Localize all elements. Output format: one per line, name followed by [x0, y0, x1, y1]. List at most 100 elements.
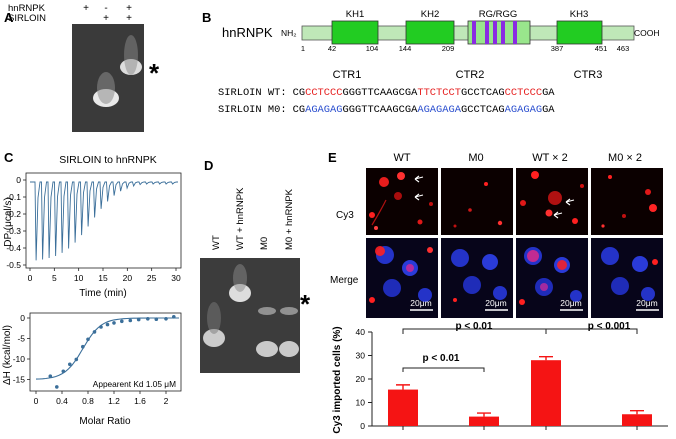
bar-chart-ytick-label: 30	[356, 351, 366, 361]
bar-1	[469, 416, 499, 426]
row-hnrnpk-label: hnRNPK	[8, 3, 46, 14]
isotherm-ytick-label: -15	[13, 375, 26, 385]
micrograph-merge-wt-x2	[516, 238, 588, 318]
pos-42: 42	[328, 44, 336, 53]
domain-label-kh3: KH3	[570, 9, 588, 20]
domain-rg-rgg	[467, 20, 531, 45]
rgg-motif-2	[485, 21, 489, 44]
thermogram-ytick-label: -0.3	[6, 226, 21, 236]
seq-wt-ctr1: CCTCCC	[305, 87, 342, 99]
gel-a-smear	[97, 72, 115, 104]
row-label-merge: Merge	[330, 275, 359, 286]
isotherm-point	[74, 357, 79, 362]
domain-kh2	[405, 20, 455, 45]
gel-d-asterisk: *	[300, 289, 311, 319]
isotherm-x-ticks: 0 0.4 0.8 1.2 1.6 2	[34, 391, 169, 406]
gel-d-band-m0	[256, 341, 278, 357]
thermogram-ytick-label: -0.1	[6, 192, 21, 202]
micrograph-cy3-wt	[366, 168, 438, 235]
bar-chart-ytick-label: 20	[356, 374, 366, 384]
bar-2	[531, 360, 561, 426]
seq-wt-seg-6: GA	[542, 87, 555, 99]
panel-b-label: B	[202, 10, 211, 25]
pos-451: 451	[595, 44, 608, 53]
gel-d-band-wt-complex	[229, 284, 251, 302]
gel-d-smear-wt	[207, 302, 221, 334]
isotherm-point	[146, 317, 150, 321]
sig-label-wt-vs-m0: p < 0.01	[423, 353, 460, 364]
error-bar-0	[396, 384, 410, 390]
isotherm-point	[86, 337, 90, 342]
thermogram-ytick-label: -0.4	[6, 243, 21, 253]
isotherm-y-ticks: 0 -5 -10 -15	[13, 313, 30, 385]
micrograph-merge-m0-x2	[591, 238, 663, 318]
isotherm-frame	[29, 312, 182, 392]
scale-bar-label-m0-x2: 20μm	[636, 298, 657, 308]
gel-d-band-m0-upper	[258, 307, 276, 315]
gel-a-asterisk: *	[149, 58, 160, 88]
isotherm-point	[48, 374, 53, 379]
isotherm-xtick-label: 1.2	[108, 396, 120, 406]
isotherm-point	[172, 315, 176, 319]
seq-wt-seg-0: CG	[293, 87, 305, 99]
panel-c-label: C	[4, 150, 14, 165]
isotherm-ylabel: ΔH (kcal/mol)	[2, 325, 13, 385]
bar-chart-y-ticks: 0 10 20 30 40	[356, 327, 372, 431]
mark-a-0-0: +	[83, 3, 89, 14]
isotherm-point	[55, 385, 59, 389]
scale-bar-label-m0: 20μm	[485, 298, 506, 308]
bar-chart-ylabel: Cy3 imported cells (%)	[332, 326, 343, 433]
column-label-wt: WT	[393, 152, 410, 164]
panel-c: C SIRLOIN to hnRNPK 0 -0.1 -0.2 -0.3 -0.4 -0.…	[2, 150, 182, 427]
pos-209: 209	[442, 44, 455, 53]
isotherm-point	[112, 321, 116, 325]
bar-0	[388, 389, 418, 426]
thermogram-ytick-label: 0	[16, 175, 21, 185]
isotherm-xtick-label: 2	[164, 396, 169, 406]
mark-a-1-2: +	[126, 13, 132, 24]
gel-d-band-m0-hnrnpk-upper	[280, 307, 298, 315]
isotherm-point	[99, 325, 103, 329]
column-label-wt-x2: WT × 2	[532, 152, 568, 164]
isotherm-point	[154, 317, 159, 322]
lane-label-wt-hnrnpk: WT + hnRNPK	[235, 187, 246, 250]
isotherm-points	[48, 315, 176, 389]
rgg-motif-3	[493, 21, 497, 44]
thermogram-frame	[25, 172, 182, 269]
error-bar-1	[477, 412, 491, 417]
gel-a-smear-2	[124, 35, 138, 75]
thermogram-xlabel: Time (min)	[79, 288, 126, 299]
column-label-m0: M0	[468, 152, 483, 164]
nh2-terminus: NH₂	[281, 28, 297, 38]
isotherm-point	[105, 322, 110, 327]
error-bar-2	[539, 355, 553, 361]
thermogram-ylabel: DP (μcal/s)	[3, 197, 14, 246]
panel-a-label: A	[4, 10, 14, 25]
seq-wt-ctr3: CCTCCC	[505, 87, 542, 99]
row-label-cy3: Cy3	[336, 210, 354, 221]
seq-m0-seg-0: CG	[293, 104, 305, 116]
panel-d: D WT WT + hnRNPK M0 M0 + hnRNPK *	[200, 158, 311, 373]
pos-387: 387	[551, 44, 564, 53]
domain-kh1	[331, 20, 379, 45]
panel-e: E WT M0 WT × 2 M0 × 2 Cy3 Merge	[328, 150, 668, 434]
lane-label-wt: WT	[211, 235, 222, 250]
micrograph-merge-wt	[366, 238, 438, 318]
sig-label-wt-vs-wtx2: p < 0.01	[456, 321, 493, 332]
lane-label-m0-hnrnpk: M0 + hnRNPK	[284, 188, 295, 250]
lane-label-m0: M0	[259, 237, 270, 250]
domain-label-rg-rgg: RG/RGG	[479, 9, 518, 20]
seq-m0-ctr3: AGAGAG	[505, 104, 542, 116]
domain-kh3	[556, 20, 603, 45]
thermogram-xtick-label: 30	[171, 273, 181, 283]
sig-label-wtx2-vs-m0x2: p < 0.001	[588, 321, 631, 332]
seq-m0-ctr2: AGAGAGA	[417, 104, 461, 116]
scale-bar-label-wt: 20μm	[410, 298, 431, 308]
thermogram-y-ticks: 0 -0.1 -0.2 -0.3 -0.4 -0.5	[6, 175, 26, 270]
ctr2-label: CTR2	[456, 69, 485, 81]
bar-3	[622, 414, 652, 426]
protein-name: hnRNPK	[222, 25, 273, 40]
panel-a: A hnRNPK SIRLOIN + - + + + *	[4, 3, 160, 132]
sequence-m0: SIRLOIN M0: CGAGAGAGGGGTTCAAGCGAAGAGAGAGC…	[218, 104, 555, 116]
seq-m0-seg-4: GCCTCAG	[461, 104, 505, 116]
